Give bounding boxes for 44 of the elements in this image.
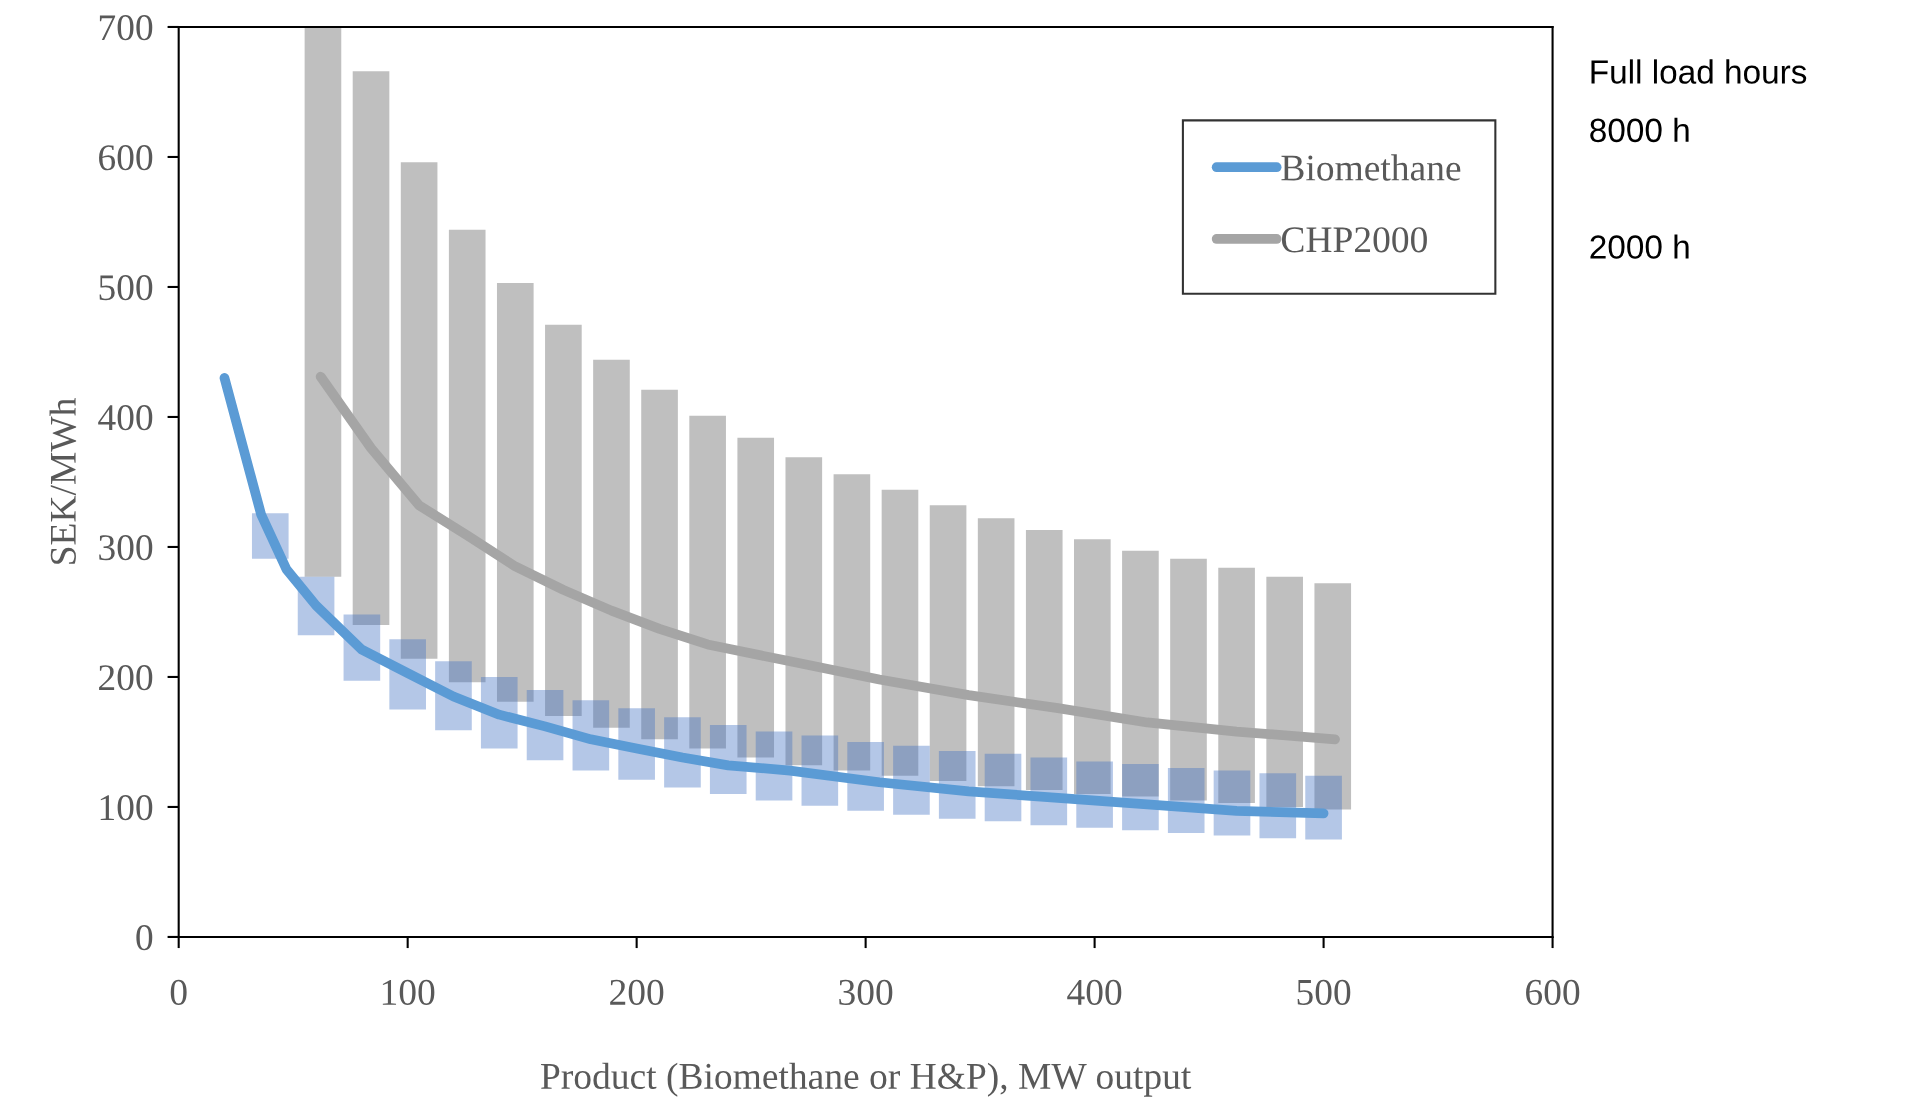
bar	[1170, 558, 1207, 801]
y-tick-label: 400	[98, 405, 153, 431]
bar	[1266, 576, 1303, 807]
y-axis-title: SEK/MWh	[49, 398, 77, 564]
x-axis-title: Product (Biomethane or H&P), MW output	[541, 1062, 1192, 1097]
x-tick-label: 200	[610, 979, 664, 1006]
y-tick-label: 600	[99, 145, 153, 171]
bar	[352, 71, 390, 625]
bar	[448, 229, 486, 683]
y-tick-label: 700	[99, 15, 153, 41]
x-tick-label: 0	[170, 979, 187, 1006]
bar	[785, 457, 823, 766]
bar	[641, 389, 678, 740]
bar	[304, 26, 342, 577]
bar	[496, 283, 534, 702]
y-tick-label: 200	[99, 665, 153, 691]
x-tick-label: 100	[382, 979, 435, 1006]
bar	[689, 415, 726, 749]
x-tick-label: 600	[1526, 979, 1580, 1006]
bar	[977, 518, 1015, 787]
legend-label: Biomethane	[1281, 154, 1461, 181]
bar	[833, 474, 871, 771]
bar	[1074, 539, 1111, 794]
bar	[1122, 550, 1159, 797]
bar	[400, 162, 438, 659]
legend-label: CHP2000	[1281, 227, 1427, 253]
y-tick-label: 500	[99, 275, 153, 301]
x-tick-label: 300	[839, 979, 893, 1006]
bar	[1218, 567, 1255, 804]
bar	[545, 324, 582, 716]
bar	[1025, 530, 1063, 791]
bar	[929, 505, 967, 781]
x-tick-label: 400	[1067, 979, 1122, 1006]
text: 2000 h	[1590, 234, 1689, 259]
text: Full load hours	[1591, 59, 1807, 84]
text: 8000 h	[1590, 117, 1689, 143]
x-tick-label: 500	[1297, 979, 1351, 1006]
bar	[593, 359, 630, 728]
bar	[881, 489, 919, 776]
y-tick-label: 0	[136, 925, 153, 951]
bar	[1314, 583, 1352, 810]
bar	[737, 437, 775, 758]
y-tick-label: 100	[100, 795, 153, 821]
y-tick-label: 300	[99, 535, 153, 561]
